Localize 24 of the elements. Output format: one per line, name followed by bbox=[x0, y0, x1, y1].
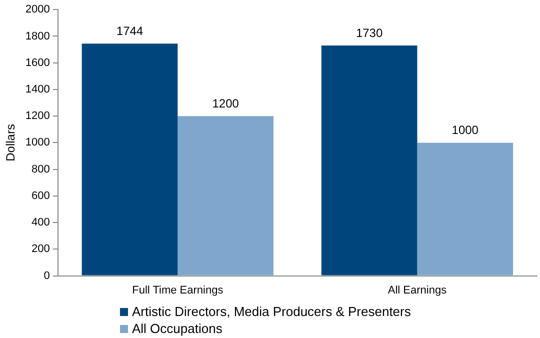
y-tick-label: 800 bbox=[32, 163, 50, 176]
y-tick-label: 1800 bbox=[25, 30, 50, 42]
legend-label: All Occupations bbox=[132, 321, 222, 336]
y-tick-label: 1600 bbox=[25, 56, 50, 69]
bar bbox=[321, 46, 418, 276]
y-axis-title: Dollars bbox=[4, 124, 18, 162]
y-tick-label: 1200 bbox=[25, 110, 50, 122]
data-label: 1000 bbox=[452, 123, 479, 138]
y-tick-label: 600 bbox=[32, 190, 50, 202]
y-tick-label: 200 bbox=[32, 243, 50, 256]
bar bbox=[178, 116, 274, 276]
y-tick-label: 0 bbox=[44, 270, 50, 282]
data-label: 1200 bbox=[212, 96, 240, 110]
x-tick-label: Full Time Earnings bbox=[132, 284, 224, 296]
x-tick-label: All Earnings bbox=[388, 284, 448, 296]
bar bbox=[417, 142, 514, 276]
y-tick-label: 2000 bbox=[25, 4, 50, 16]
data-label: 1730 bbox=[356, 26, 383, 40]
y-tick-label: 1000 bbox=[25, 136, 50, 149]
bar bbox=[82, 44, 178, 276]
y-tick-label: 400 bbox=[32, 216, 50, 229]
data-label: 1744 bbox=[116, 24, 144, 38]
legend-label: Artistic Directors, Media Producers & Presenters bbox=[132, 304, 411, 319]
y-tick-label: 1400 bbox=[25, 83, 50, 96]
